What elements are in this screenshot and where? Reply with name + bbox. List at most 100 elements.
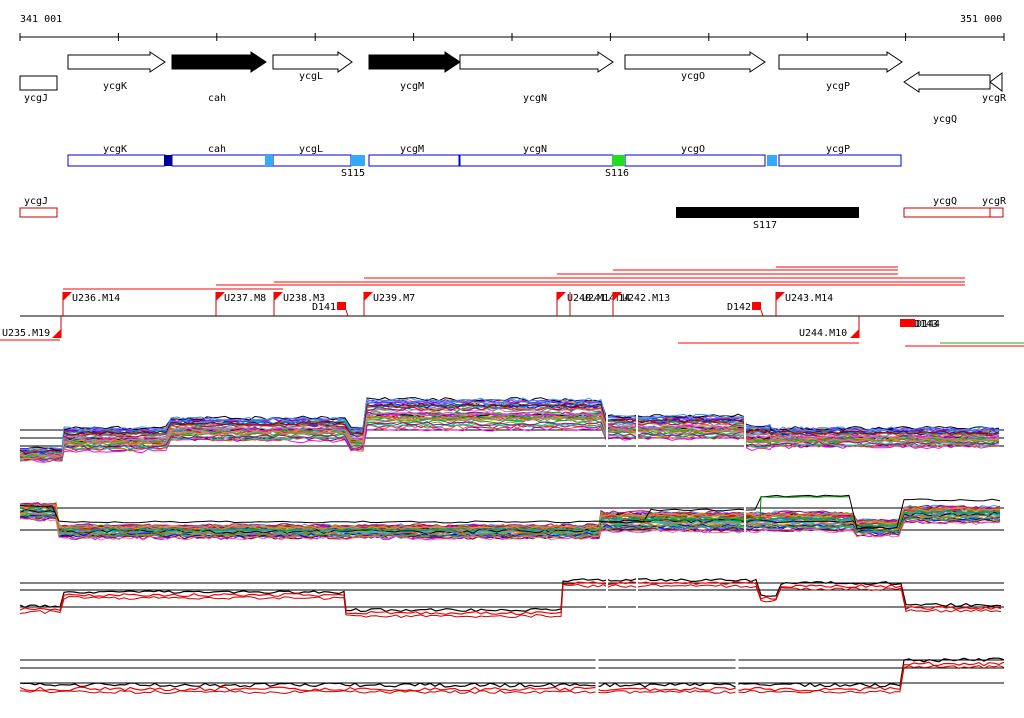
upshift-marker[interactable]: U240.M14 (556, 292, 615, 316)
gene-label: ycgL (299, 71, 323, 82)
expression-trace (19, 583, 1002, 619)
gene-label: ycgP (826, 81, 850, 92)
minus-gene-label: ycgJ (24, 196, 48, 207)
operon-block-light (767, 155, 777, 166)
downshift-label: D143 (914, 319, 938, 330)
operon-label: ycgO (681, 144, 705, 155)
operon-label: cah (208, 144, 226, 155)
expression-trace (19, 406, 1000, 455)
upshift-flags: U236.M14 U237.M8 U238.M3 U239.M7 U240.M1… (2, 292, 860, 339)
upshift-label: U238.M3 (283, 293, 325, 304)
gene-label: ycgR (982, 93, 1007, 104)
downshift-marker[interactable]: D142 (727, 302, 764, 317)
expression-trace (19, 513, 1001, 538)
expression-trace (19, 517, 1001, 540)
site-label-S116: S116 (605, 168, 629, 179)
upshift-marker[interactable]: U236.M14 (62, 292, 120, 316)
operon-segment-ycgN[interactable] (459, 154, 614, 167)
expression-trace (19, 517, 1001, 541)
upshift-marker[interactable]: U238.M3 (273, 292, 325, 316)
upshift-label: U244.M10 (799, 328, 847, 339)
upshift-marker[interactable]: U237.M8 (215, 292, 266, 316)
operon-block-light (265, 155, 273, 166)
coordinate-ruler: 341 001 351 000 (19, 14, 1005, 41)
minus-gene-ycgQ[interactable] (903, 207, 991, 218)
expression-trace (19, 657, 1005, 688)
operon-block-dark (164, 155, 172, 166)
site-label-S117: S117 (753, 220, 777, 231)
gene-ycgN[interactable]: ycgN (459, 51, 614, 104)
upshift-marker[interactable]: U244.M10 (799, 316, 860, 339)
downshift-marker[interactable]: D143 (900, 319, 938, 330)
expression-trace (19, 494, 1001, 530)
site-block-S117[interactable] (676, 207, 859, 218)
operon-segment-ycgM[interactable] (368, 154, 460, 167)
downshift-markers: D141 D142 D143 D144 (312, 302, 940, 330)
upshift-marker[interactable]: U241.M14 (569, 292, 630, 316)
gene-label: cah (208, 93, 226, 104)
upshift-marker[interactable]: U239.M7 (363, 292, 415, 316)
upshift-label: U237.M8 (224, 293, 266, 304)
ruler-start-label: 341 001 (20, 14, 62, 25)
expression-trace (19, 511, 1001, 536)
operon-label: ycgN (523, 144, 547, 155)
operon-label: ycgK (103, 144, 127, 155)
upshift-marker[interactable]: U243.M14 (775, 292, 833, 316)
gene-label: ycgO (681, 71, 705, 82)
operon-label: ycgP (826, 144, 850, 155)
expression-trace (19, 416, 1000, 460)
gene-label: ycgM (400, 81, 424, 92)
expression-trace (19, 577, 1002, 613)
minus-gene-label: ycgQ (933, 196, 957, 207)
gene-label: ycgN (523, 93, 547, 104)
operon-segment-ycgP[interactable] (778, 154, 902, 167)
operon-segment-cah[interactable] (171, 154, 273, 167)
expression-trace (639, 495, 850, 522)
site-block-S116 (612, 155, 625, 166)
expression-trace (19, 504, 1001, 531)
transcript-lines (0, 266, 1024, 347)
upshift-label: U239.M7 (373, 293, 415, 304)
gene-ycgK[interactable]: ycgK (67, 51, 166, 92)
gene-ycgJ[interactable]: ycgJ (19, 75, 58, 104)
expression-trace (19, 421, 1000, 461)
expression-track-1 (19, 397, 1004, 463)
gene-label: ycgK (103, 81, 127, 92)
expression-trace (19, 405, 1000, 455)
operon-label: ycgL (299, 144, 323, 155)
minus-gene-label: ycgR (982, 196, 1007, 207)
operon-segment-ycgO[interactable] (624, 154, 766, 167)
upshift-marker[interactable]: U235.M19 (2, 316, 62, 339)
expression-trace (19, 403, 1000, 455)
minus-gene-ycgR[interactable] (989, 207, 1004, 218)
downshift-label: D142 (727, 302, 751, 313)
gene-ycgL[interactable]: ycgL (272, 51, 353, 82)
minus-gene-ycgJ[interactable] (19, 207, 58, 218)
gene-ycgO[interactable]: ycgO (624, 51, 766, 82)
downshift-label: D144 (916, 319, 940, 330)
expression-track-3 (19, 570, 1004, 619)
upshift-label: U242.M13 (622, 293, 670, 304)
upshift-marker[interactable]: U242.M13 (612, 292, 670, 316)
downshift-marker[interactable]: D141 (312, 302, 349, 317)
ruler-end-label: 351 000 (960, 14, 1002, 25)
gene-track: ycgJ ycgK cah ycgL ycgM ycgN ycgO ycgP (19, 51, 1007, 125)
gene-ycgM[interactable]: ycgM (368, 51, 461, 92)
gene-label: ycgJ (24, 93, 48, 104)
expression-trace (19, 580, 1002, 615)
downshift-marker[interactable]: D144 (906, 319, 940, 330)
gene-cah[interactable]: cah (171, 51, 267, 104)
expression-trace (19, 661, 1005, 692)
expression-track-4 (19, 650, 1005, 700)
gene-ycgR[interactable]: ycgR (982, 72, 1007, 104)
expression-track-2 (19, 490, 1004, 545)
operon-segment-ycgK[interactable] (67, 154, 166, 167)
upshift-label: U235.M19 (2, 328, 50, 339)
operon-label: ycgM (400, 144, 424, 155)
minus-strand-track: ycgJ ycgQ ycgR S117 (19, 196, 1007, 231)
gene-ycgP[interactable]: ycgP (778, 51, 903, 92)
gene-ycgQ[interactable]: ycgQ (903, 71, 991, 125)
operon-segment-ycgL[interactable] (272, 154, 352, 167)
